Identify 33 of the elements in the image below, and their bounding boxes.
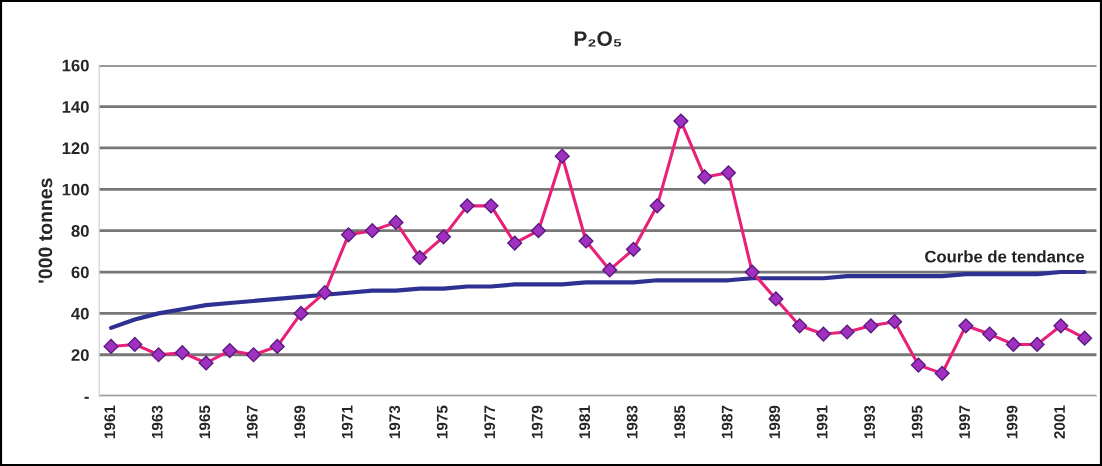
- y-axis-title: '000 tonnes: [38, 178, 53, 283]
- y-tick-label: 160: [62, 59, 89, 72]
- y-tick-label: 120: [62, 142, 89, 155]
- x-tick-label: 1967: [246, 405, 258, 439]
- x-tick-label: 1983: [626, 405, 638, 439]
- x-tick-label: 1965: [199, 405, 211, 439]
- x-tick-label: 1995: [911, 405, 923, 439]
- y-tick-label: 20: [71, 349, 89, 361]
- x-tick-label: 1973: [389, 405, 401, 439]
- x-tick-label: 1999: [1006, 405, 1018, 439]
- series-label: Courbe de tendance: [925, 250, 1085, 263]
- y-tick-label: 140: [62, 101, 89, 113]
- y-tick-label: 60: [71, 266, 89, 279]
- y-tick-label: 100: [62, 183, 89, 196]
- x-tick-label: 2001: [1054, 405, 1065, 439]
- x-tick-label: 1997: [959, 405, 970, 439]
- chart-title: P₂O₅: [574, 31, 622, 47]
- x-tick-label: 1981: [579, 405, 591, 439]
- x-tick-label: 1977: [484, 405, 496, 439]
- y-tick-label: 40: [71, 307, 89, 320]
- x-tick-label: 1969: [294, 405, 306, 439]
- x-tick-label: 1987: [721, 405, 733, 439]
- x-tick-label: 1991: [816, 405, 828, 439]
- x-tick-label: 1961: [104, 405, 116, 439]
- x-tick-label: 1963: [151, 405, 163, 439]
- x-tick-label: 1993: [864, 405, 876, 439]
- x-tick-label: 1979: [531, 405, 543, 439]
- x-tick-label: 1971: [341, 405, 353, 439]
- x-tick-label: 1985: [674, 405, 686, 439]
- x-tick-label: 1975: [436, 405, 448, 439]
- y-tick-label: -: [84, 396, 89, 399]
- x-tick-label: 1989: [769, 405, 781, 439]
- y-tick-label: 80: [71, 225, 89, 237]
